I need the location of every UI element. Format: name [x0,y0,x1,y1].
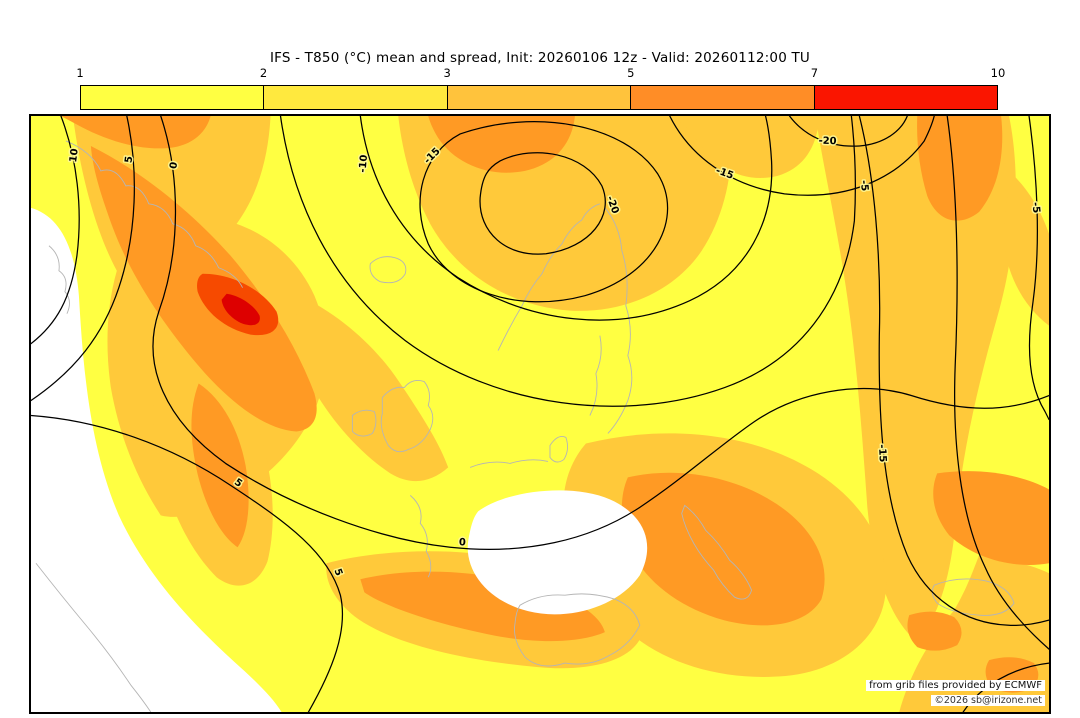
spread-region-deepred-core [221,293,260,326]
coastline-great-britain [380,379,434,453]
spread-region-white-west [31,207,282,712]
contour-line-minus10 [359,116,773,321]
coastline-north-sea [469,459,549,468]
coastline-baltic-gulf [589,335,602,416]
spread-region-orange-left-center [191,383,249,548]
map-panel: 10 5 0 -10 -15 -20 -15 -20 -5 -15 -5 0 5 5 from grib … [29,114,1051,714]
colorbar-segment-2-3 [264,86,448,109]
contour-label: 0 [459,537,467,548]
spread-region-orange-se-spot-1 [907,611,962,651]
coastline-norway [497,203,601,351]
coastline-layer [35,140,1015,712]
coastline-greenland [65,140,243,288]
contour-line-plus10 [31,116,80,345]
contour-line-minus20-ne [788,116,908,147]
contour-label: 0 [168,161,180,170]
spread-shading-layer [31,116,1049,712]
spread-region-orange-italy [621,472,825,626]
coastline-sweden-baltic [604,207,633,434]
contour-label: -20 [818,136,836,148]
contour-line-minus15-east [858,116,1049,627]
spread-region-white-mediterranean [467,490,648,615]
attribution-line2: ©2026 sb@irizone.net [931,695,1045,707]
colorbar-segment-3-5 [447,86,632,109]
contour-line-minus20-core [479,152,606,255]
contour-line-plus5-west [31,116,135,402]
colorbar-tick: 3 [443,66,451,80]
contour-line-east-trough [946,116,1049,650]
contour-label: -15 [876,444,888,463]
colorbar-tick: 10 [990,66,1006,80]
colorbar-segment-7-10 [814,86,998,109]
spread-region-orange-top-left [60,116,211,149]
coastline-iberia [514,593,641,667]
contour-line-zero-main [152,116,1049,550]
colorbar-segment-5-7 [631,86,815,109]
contour-label: -5 [858,180,870,192]
contour-line-minus5-east [1028,116,1049,421]
attribution-line1: from grib files provided by ECMWF [866,679,1045,691]
colorbar-tick: 7 [810,66,819,80]
contour-line-minus15-ne [669,116,935,196]
colorbar-tick: 5 [627,66,635,80]
contour-label: 5 [123,155,135,163]
coastline-labrador [48,245,70,314]
colorbar-ticks: 1 2 3 5 7 10 [76,66,1005,81]
coastline-france [409,495,432,578]
coastline-italy [681,504,753,600]
coastline-africa-atlantic [35,562,152,712]
spread-region-orange-south-band [360,571,605,642]
spread-colorbar [80,85,998,110]
spread-region-amber-top-band [669,116,820,178]
spread-region-orange-top-right [917,116,1003,221]
coastline-denmark [549,436,568,463]
colorbar-tick: 1 [76,66,84,80]
chart-title: IFS - T850 (°C) mean and spread, Init: 2… [269,50,811,66]
colorbar-segment-1-2 [81,86,265,109]
coastline-ireland [351,409,377,437]
coastline-black-sea [931,578,1015,616]
spread-region-amber-nw-tail [296,295,449,482]
contour-line-minus15-core [419,121,669,303]
contour-label: -5 [1030,202,1042,214]
contour-line-minus5 [279,116,856,407]
spread-region-orange-top-center [428,116,575,173]
contour-line-plus5-south [31,414,344,712]
contour-label: 10 [68,148,81,163]
contour-label: -10 [358,154,371,173]
spread-region-amber-east-band [815,116,1016,643]
map-attribution: from grib files provided by ECMWF ©2026 … [866,678,1045,709]
coastline-iceland [369,256,407,284]
colorbar-tick: 2 [259,66,268,80]
